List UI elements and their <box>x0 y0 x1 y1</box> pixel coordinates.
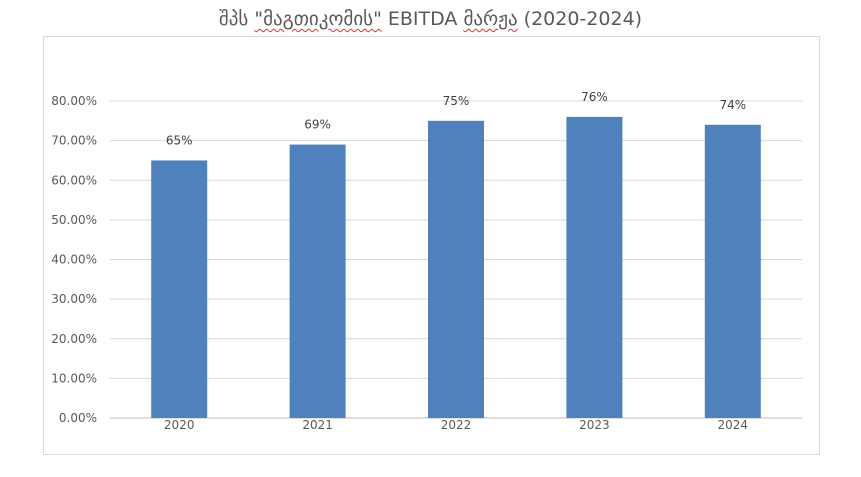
chart-title-margin-word: მარჟა <box>463 8 518 30</box>
x-tick-label-2020: 2020 <box>164 418 195 432</box>
x-tick-label-2023: 2023 <box>579 418 610 432</box>
y-tick-label: 0.00% <box>59 411 97 425</box>
y-tick-label: 50.00% <box>51 213 97 227</box>
chart-title-middle: EBITDA <box>381 8 464 30</box>
y-tick-label: 60.00% <box>51 173 97 187</box>
y-tick-label: 20.00% <box>51 332 97 346</box>
chart-title-company: "მაგთიკომის" <box>254 8 382 30</box>
chart-title-suffix: (2020-2024) <box>517 8 643 30</box>
y-tick-label: 70.00% <box>51 134 97 148</box>
x-tick-label-2024: 2024 <box>718 418 749 432</box>
bar-2020 <box>151 160 208 418</box>
data-label-2020: 65% <box>166 133 193 147</box>
data-label-2021: 69% <box>304 118 331 132</box>
x-axis-ticks: 2020 2021 2022 2023 2024 <box>164 418 748 432</box>
bars <box>151 116 761 419</box>
y-tick-label: 80.00% <box>51 94 97 108</box>
x-tick-label-2022: 2022 <box>441 418 472 432</box>
data-label-2022: 75% <box>443 94 470 108</box>
bar-2023 <box>566 116 623 418</box>
data-labels: 65% 69% 75% 76% 74% <box>166 90 746 148</box>
bar-2024 <box>704 124 761 419</box>
x-tick-label-2021: 2021 <box>302 418 333 432</box>
data-label-2024: 74% <box>719 98 746 112</box>
chart-title-prefix: შპს <box>218 8 255 30</box>
data-label-2023: 76% <box>581 90 608 104</box>
y-tick-label: 40.00% <box>51 253 97 267</box>
y-tick-label: 10.00% <box>51 371 97 385</box>
chart-title: შპს "მაგთიკომის" EBITDA მარჟა (2020-2024… <box>0 8 861 30</box>
y-axis-ticks: 0.00% 10.00% 20.00% 30.00% 40.00% 50.00% 60.00… <box>51 94 97 425</box>
y-tick-label: 30.00% <box>51 292 97 306</box>
bar-2021 <box>289 144 346 418</box>
bar-2022 <box>428 120 484 418</box>
